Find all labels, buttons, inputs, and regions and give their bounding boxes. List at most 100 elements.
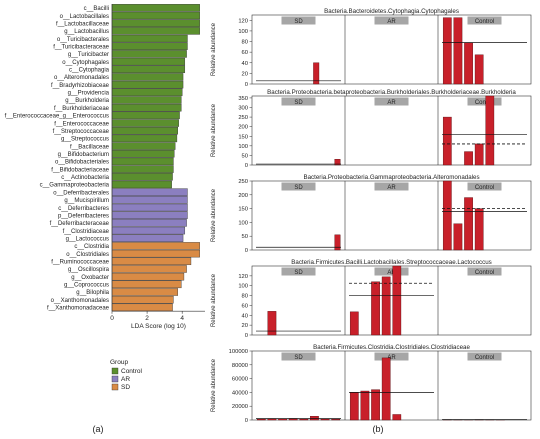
- lda-bar: [111, 96, 182, 104]
- lda-bar: [111, 4, 200, 12]
- lda-bar: [111, 226, 186, 235]
- panel-title: Bacteria.Proteobacteria.betaproteobacter…: [267, 89, 516, 96]
- lda-category-label: g__Lactobacillus: [64, 29, 109, 35]
- lda-bar: [111, 103, 182, 112]
- legend-label: SD: [121, 384, 130, 391]
- lda-x-tick-label: 4: [180, 315, 184, 322]
- abundance-bar: [442, 116, 452, 166]
- group-label-box: [374, 182, 409, 191]
- group-label-box: [467, 97, 502, 106]
- lda-x-tick-label: 0: [110, 315, 114, 322]
- abundance-bar: [360, 390, 370, 421]
- abundance-bar: [381, 357, 391, 421]
- y-tick-label: 20: [242, 71, 248, 77]
- group-label-box: [374, 267, 409, 276]
- lda-bar: [111, 234, 184, 242]
- group-label: AR: [387, 355, 396, 361]
- abundance-bar: [442, 180, 452, 251]
- lda-chart: c__Bacilli o__Lactobacillalesf__Lactobaci…: [5, 4, 205, 391]
- lda-category-label: f__Lactobacillaceae: [56, 21, 110, 27]
- lda-bar: [111, 80, 184, 89]
- y-tick-label: 80000: [232, 363, 248, 369]
- lda-bar: [111, 88, 183, 97]
- group-label: AR: [387, 270, 396, 276]
- lda-category-label: o__Deferribacterales: [53, 190, 109, 196]
- lda-category-label: o__Xanthomonadales: [51, 298, 109, 304]
- group-label: Control: [475, 185, 494, 191]
- group-label: AR: [387, 100, 396, 106]
- lda-category-label: f__Enterococcaceae_g__Enterococcus: [5, 114, 109, 120]
- lda-category-label: f__Streptococcaceae: [53, 129, 110, 135]
- lda-bar: [111, 288, 179, 296]
- group-label-box: [281, 16, 316, 25]
- y-tick-label: 120: [238, 274, 248, 280]
- y-tick-label: 50: [242, 234, 248, 240]
- legend-label: AR: [121, 376, 130, 383]
- y-tick-label: 100: [238, 284, 248, 290]
- group-label-box: [467, 182, 502, 191]
- lda-bar: [111, 119, 179, 127]
- legend-swatch: [111, 383, 119, 391]
- lda-category-label: f__Ruminococcaceae: [51, 260, 109, 266]
- panel-label-b: (b): [373, 424, 384, 434]
- abundance-bar: [392, 265, 402, 336]
- lda-bar: [111, 157, 174, 166]
- lda-bar: [111, 280, 182, 289]
- group-label: Control: [475, 355, 494, 361]
- lda-bar: [111, 196, 188, 204]
- plot-frame: [251, 95, 532, 166]
- lda-category-label: o__Turicibacterales: [57, 37, 109, 43]
- y-tick-label: 40000: [232, 390, 248, 396]
- group-label: Control: [475, 19, 494, 25]
- abundance-bar: [474, 143, 484, 166]
- lda-category-label: f__Burkholderiaceae: [54, 106, 110, 112]
- abundance-bar: [392, 414, 402, 421]
- y-axis-label: Relative abundance: [211, 273, 217, 327]
- abundance-panel: Bacteria.Firmicutes.Bacilli.Lactobacilla…: [211, 259, 532, 339]
- lda-bar: [111, 27, 200, 35]
- y-tick-label: 300: [238, 106, 248, 112]
- y-tick-label: 0: [245, 333, 248, 339]
- lda-bar: [111, 242, 200, 250]
- abundance-bar: [349, 311, 359, 336]
- plot-frame: [251, 350, 532, 421]
- lda-category-label: f__Xanthomonadaceae: [47, 306, 110, 312]
- lda-category-label: g__Coprococcus: [64, 283, 109, 289]
- lda-category-label: g__Burkholderia: [65, 98, 109, 104]
- lda-category-label: o__Alteromonadales: [54, 75, 109, 81]
- y-tick-label: 200: [238, 193, 248, 199]
- y-axis-label: Relative abundance: [211, 22, 217, 76]
- lda-category-label: c__Gammaproteobacteria: [40, 183, 110, 189]
- abundance-bar: [464, 42, 473, 85]
- legend-swatch: [111, 375, 119, 383]
- lda-bar: [111, 211, 188, 219]
- y-tick-label: 200: [238, 125, 248, 131]
- y-tick-label: 250: [238, 179, 248, 185]
- abundance-bar: [349, 392, 359, 421]
- abundance-panel: Bacteria.Proteobacteria.betaproteobacter…: [211, 89, 532, 169]
- abundance-panel: Bacteria.Firmicutes.Clostridia.Clostridi…: [211, 344, 532, 424]
- lda-category-label: g__Oxobacter: [71, 275, 109, 281]
- lda-category-label: f__Turicibacteraceae: [53, 44, 109, 50]
- abundance-bar: [256, 418, 266, 421]
- y-axis-label: Relative abundance: [211, 188, 217, 242]
- lda-bar: [111, 165, 174, 173]
- panel-title: Bacteria.Proteobacteria.Gammaproteobacte…: [303, 174, 479, 181]
- y-tick-label: 0: [245, 82, 248, 88]
- y-tick-label: 80: [242, 294, 248, 300]
- lda-bar: [111, 257, 192, 266]
- lda-category-label: c__Clostridia: [74, 244, 109, 250]
- abundance-bar: [334, 159, 341, 166]
- lda-bar: [111, 188, 188, 196]
- abundance-bar: [464, 151, 473, 166]
- group-label: SD: [294, 19, 303, 25]
- lda-category-label: g__Streptococcus: [61, 137, 109, 143]
- y-tick-label: 150: [238, 207, 248, 213]
- panel-title: Bacteria.Bacteroidetes.Cytophagia.Cytoph…: [324, 8, 459, 15]
- lda-bar: [111, 272, 185, 281]
- lda-bar: [111, 142, 176, 150]
- lda-category-label: o__Clostridiales: [66, 252, 109, 258]
- abundance-bar: [299, 418, 309, 421]
- y-tick-label: 0: [245, 248, 248, 254]
